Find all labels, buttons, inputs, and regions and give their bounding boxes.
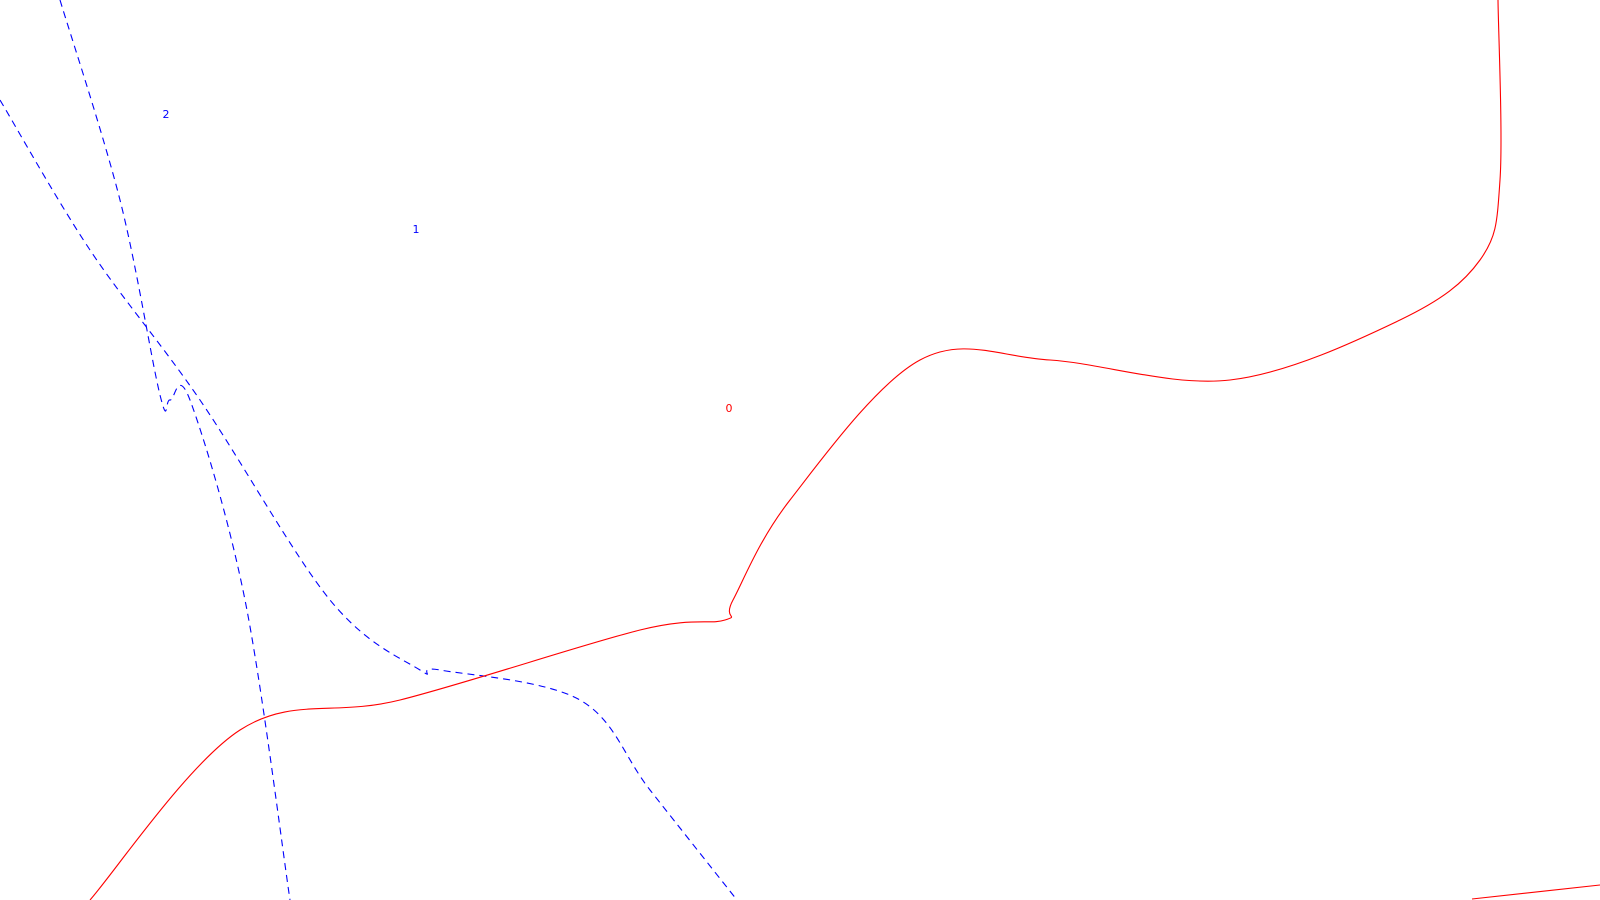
contour-line-level-0 [89,0,1502,900]
contour-label-bg [161,107,171,120]
contour-label-bg [724,401,734,414]
contour-line-level-extra-3 [1471,884,1600,900]
contour-line-level-2 [59,0,291,900]
contour-label-2: 2 [163,108,170,121]
contour-labels: 2 1 0 [161,107,734,415]
contour-label-1: 1 [413,223,420,236]
contour-label-0: 0 [726,402,733,415]
contour-line-level-1 [0,99,738,900]
contour-label-bg [411,222,421,235]
